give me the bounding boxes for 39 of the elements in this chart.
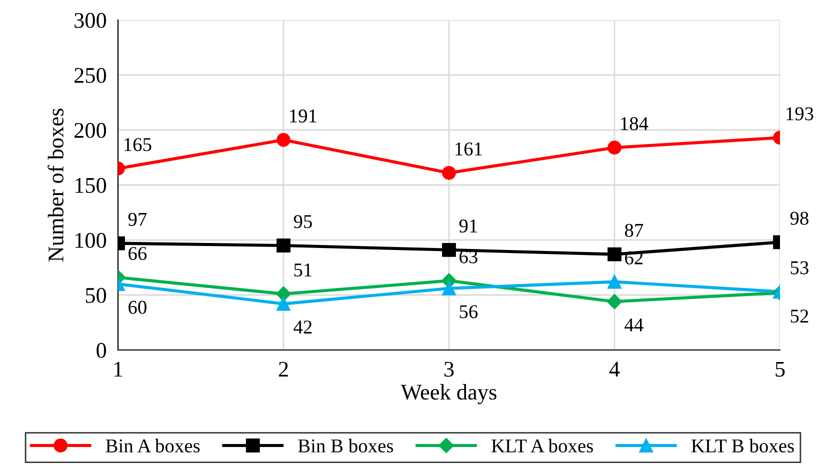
legend-label: KLT A boxes	[492, 438, 593, 452]
x-tick-label: 3	[444, 362, 454, 377]
data-label: 193	[786, 107, 814, 120]
x-tick-label: 1	[114, 362, 122, 377]
point	[442, 281, 456, 296]
legend-label: Bin A boxes	[106, 438, 200, 452]
y-tick-label: 150	[76, 178, 106, 193]
data-label: 42	[294, 320, 312, 334]
point	[442, 166, 456, 180]
data-label: 52	[790, 310, 808, 323]
y-tick-label: 0	[96, 342, 106, 358]
y-tick-label: 50	[86, 288, 106, 303]
data-label: 66	[128, 246, 147, 260]
data-label: 44	[624, 318, 644, 332]
point	[442, 242, 456, 257]
data-label: 98	[790, 212, 808, 225]
y-axis-title: Number of boxes	[48, 108, 64, 262]
legend-label: KLT B boxes	[691, 438, 794, 452]
data-label: 161	[456, 142, 482, 156]
data-label: 60	[128, 300, 146, 314]
legend-label: Bin B boxes	[298, 438, 394, 452]
data-label: 51	[294, 264, 312, 277]
data-label: 191	[290, 109, 316, 123]
y-tick-label: 250	[74, 68, 106, 83]
x-axis-title: Week days	[400, 384, 496, 404]
x-tick-label: 4	[609, 362, 620, 377]
x-tick-label: 5	[776, 362, 785, 377]
x-tick-label: 2	[278, 362, 288, 377]
data-label: 53	[790, 261, 808, 274]
data-label: 97	[128, 212, 147, 226]
y-tick-label: 200	[74, 122, 106, 138]
data-label: 165	[124, 138, 152, 152]
data-label: 91	[459, 219, 477, 233]
y-tick-label: 100	[76, 232, 106, 248]
y-tick-label: 300	[74, 12, 106, 28]
data-label: 95	[294, 215, 312, 228]
data-label: 87	[624, 224, 644, 237]
data-label: 56	[460, 305, 478, 318]
data-label: 184	[621, 117, 648, 130]
